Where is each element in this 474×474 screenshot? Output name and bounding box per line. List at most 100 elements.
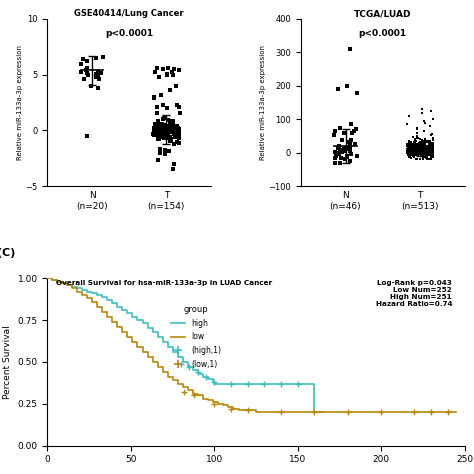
Point bbox=[407, 138, 415, 146]
Point bbox=[175, 126, 183, 134]
Point bbox=[415, 134, 422, 142]
Point bbox=[153, 64, 161, 72]
Point bbox=[423, 147, 431, 155]
Point bbox=[412, 147, 419, 155]
Point bbox=[428, 140, 436, 148]
Point bbox=[405, 142, 413, 150]
Point bbox=[428, 148, 435, 156]
Point bbox=[420, 141, 428, 149]
Point bbox=[419, 146, 426, 154]
Point bbox=[413, 145, 421, 152]
Point bbox=[428, 149, 436, 157]
Point bbox=[155, 127, 162, 134]
Point bbox=[346, 157, 354, 164]
Point bbox=[421, 142, 428, 150]
Point bbox=[428, 146, 436, 154]
Point bbox=[415, 144, 423, 152]
Point bbox=[165, 147, 173, 155]
Point bbox=[428, 145, 436, 153]
Point bbox=[353, 126, 360, 133]
Point bbox=[427, 147, 435, 155]
Point bbox=[377, 408, 385, 416]
Point bbox=[424, 148, 431, 155]
Point bbox=[427, 140, 435, 147]
Point bbox=[173, 123, 181, 130]
Point bbox=[417, 146, 424, 153]
Point bbox=[160, 131, 168, 138]
Point bbox=[417, 147, 425, 155]
Point bbox=[408, 143, 415, 151]
Point bbox=[413, 147, 420, 155]
Point bbox=[410, 146, 417, 153]
Point bbox=[404, 152, 412, 159]
Point bbox=[412, 146, 419, 154]
Point bbox=[427, 139, 434, 147]
Point bbox=[158, 120, 166, 128]
Point bbox=[419, 145, 427, 153]
Point bbox=[420, 146, 428, 153]
Point bbox=[426, 147, 434, 155]
Point bbox=[77, 68, 85, 75]
Point bbox=[161, 150, 169, 158]
Point bbox=[426, 144, 433, 152]
Point bbox=[406, 137, 413, 145]
Point bbox=[403, 142, 411, 150]
Point bbox=[151, 69, 158, 76]
Point bbox=[170, 65, 178, 73]
Point bbox=[405, 143, 412, 150]
Point bbox=[422, 153, 429, 160]
Point bbox=[421, 141, 429, 148]
Point bbox=[422, 145, 429, 152]
Point bbox=[429, 142, 437, 149]
Point bbox=[405, 146, 413, 154]
Point bbox=[419, 150, 427, 157]
Point bbox=[151, 120, 159, 128]
Point bbox=[409, 141, 416, 149]
Point bbox=[420, 145, 428, 153]
Point bbox=[407, 140, 414, 147]
Point bbox=[338, 148, 346, 156]
Point bbox=[409, 151, 417, 159]
Point bbox=[157, 91, 165, 99]
Point bbox=[155, 125, 163, 132]
Point bbox=[407, 146, 415, 153]
Point bbox=[261, 380, 268, 387]
Point bbox=[427, 155, 435, 162]
Point bbox=[429, 135, 437, 142]
Point bbox=[422, 149, 430, 157]
Point bbox=[403, 141, 411, 149]
Point bbox=[406, 148, 413, 156]
Point bbox=[420, 145, 428, 152]
Point bbox=[403, 140, 411, 148]
Point bbox=[420, 127, 428, 135]
Point bbox=[404, 140, 411, 148]
Point bbox=[405, 148, 413, 155]
Point bbox=[409, 142, 417, 149]
Point bbox=[428, 408, 435, 416]
Point bbox=[427, 141, 434, 148]
Point bbox=[173, 101, 181, 109]
Point bbox=[419, 152, 427, 159]
Point bbox=[428, 139, 436, 146]
Point bbox=[419, 144, 427, 152]
Point bbox=[164, 124, 172, 132]
Point bbox=[347, 120, 355, 128]
Point bbox=[426, 151, 434, 159]
Point bbox=[418, 148, 425, 155]
Point bbox=[172, 128, 180, 136]
Point bbox=[277, 408, 285, 416]
Point bbox=[158, 122, 166, 129]
Point bbox=[421, 143, 428, 150]
Point bbox=[406, 152, 414, 160]
Point bbox=[419, 146, 427, 154]
Point bbox=[411, 146, 419, 154]
Point bbox=[406, 148, 413, 155]
Point bbox=[310, 408, 318, 416]
Point bbox=[406, 139, 413, 146]
Point bbox=[169, 123, 177, 131]
Point bbox=[406, 112, 413, 120]
Point bbox=[158, 131, 165, 138]
Point bbox=[347, 150, 355, 158]
Point bbox=[419, 146, 427, 153]
Y-axis label: Relative miR-133a-3p expression: Relative miR-133a-3p expression bbox=[260, 45, 266, 160]
